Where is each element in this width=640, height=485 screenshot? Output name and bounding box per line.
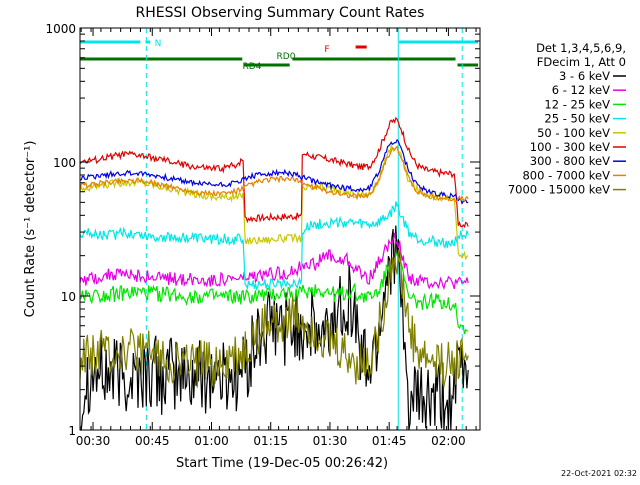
plot-frame <box>79 27 481 431</box>
x-tick-label-5: 01:45 <box>372 434 407 448</box>
series-line-1 <box>79 232 469 291</box>
legend-label-2: 12 - 25 keV <box>544 97 610 111</box>
x-tick-label-4: 01:30 <box>313 434 348 448</box>
x-tick-label-1: 00:45 <box>135 434 170 448</box>
flags-layer: N F RD0 RD4 <box>80 39 479 72</box>
x-tick-label-6: 02:00 <box>431 434 466 448</box>
x-tick-label-0: 00:30 <box>76 434 111 448</box>
legend: Det 1,3,4,5,6,9, FDecim 1, Att 0 3 - 6 k… <box>508 41 626 197</box>
legend-label-4: 50 - 100 keV <box>537 126 610 140</box>
legend-label-6: 300 - 800 keV <box>530 154 610 168</box>
series-line-5 <box>79 116 469 229</box>
flag-rd4-label: RD4 <box>243 62 262 72</box>
series-line-3 <box>79 201 469 291</box>
legend-label-1: 6 - 12 keV <box>552 83 610 97</box>
x-tick-label-3: 01:15 <box>253 434 288 448</box>
series-layer <box>79 116 469 431</box>
series-line-0 <box>80 225 469 431</box>
x-axis-title: Start Time (19-Dec-05 00:26:42) <box>176 456 388 471</box>
series-line-8 <box>79 249 469 389</box>
x-tick-label-2: 01:00 <box>194 434 229 448</box>
legend-header-line-1: Det 1,3,4,5,6,9, <box>536 41 626 55</box>
y-tick-label-0: 1 <box>68 424 76 438</box>
y-tick-label-3: 1000 <box>45 22 76 36</box>
chart-title: RHESSI Observing Summary Count Rates <box>136 5 425 21</box>
legend-label-8: 7000 - 15000 keV <box>508 183 610 197</box>
series-line-6 <box>80 138 469 205</box>
flag-f-label: F <box>324 45 329 55</box>
legend-label-3: 25 - 50 keV <box>544 112 610 126</box>
y-tick-label-1: 10 <box>61 290 76 304</box>
series-line-7 <box>79 145 469 203</box>
legend-label-0: 3 - 6 keV <box>559 69 610 83</box>
flag-rd0-label: RD0 <box>277 52 296 62</box>
y-tick-label-2: 100 <box>53 156 76 170</box>
footer-date: 22-Oct-2021 02:32 <box>561 469 637 478</box>
y-axis: 1 10 100 1000 <box>45 22 480 438</box>
y-axis-title: Count Rate (s⁻¹ detector⁻¹) <box>23 141 38 318</box>
legend-label-5: 100 - 300 keV <box>530 140 610 154</box>
flag-n-label: N <box>155 39 162 49</box>
legend-label-7: 800 - 7000 keV <box>522 168 610 182</box>
legend-header-line-2: FDecim 1, Att 0 <box>537 55 626 69</box>
x-axis: 00:30 00:45 01:00 01:15 01:30 01:45 02:00 <box>76 28 477 448</box>
